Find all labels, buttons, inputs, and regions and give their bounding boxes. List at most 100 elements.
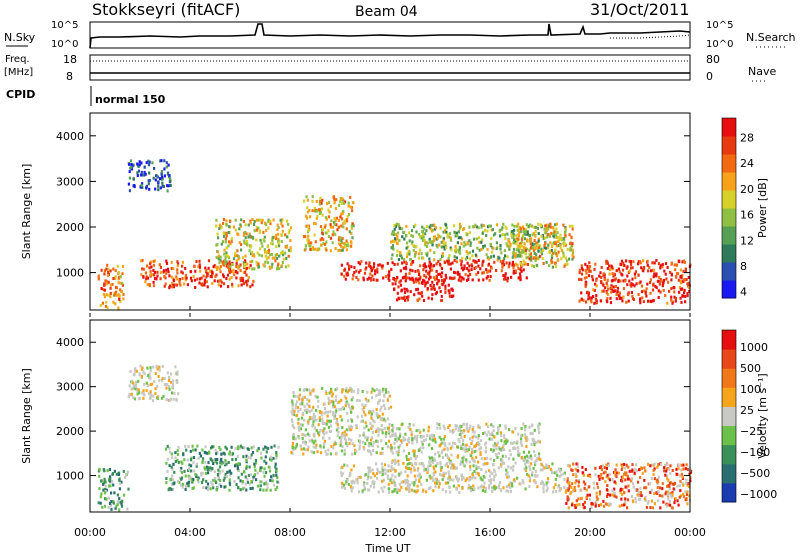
range-gate-cell [270, 265, 273, 269]
range-gate-cell [334, 442, 337, 446]
range-gate-cell [193, 469, 196, 473]
range-gate-cell [418, 480, 421, 484]
range-gate-cell [316, 450, 319, 454]
range-gate-cell [637, 490, 640, 494]
range-gate-cell [265, 223, 268, 227]
range-gate-cell [524, 433, 527, 437]
range-gate-cell [413, 453, 416, 457]
range-gate-cell [287, 222, 290, 226]
range-gate-cell [361, 414, 364, 418]
range-gate-cell [103, 477, 106, 481]
range-gate-cell [413, 480, 416, 484]
range-gate-cell [678, 286, 682, 290]
range-gate-cell [399, 269, 402, 273]
range-gate-cell [460, 237, 463, 241]
range-gate-cell [273, 235, 277, 239]
range-gate-cell [492, 246, 495, 250]
range-gate-cell [664, 272, 667, 276]
range-gate-cell [393, 227, 396, 231]
range-gate-cell [188, 476, 191, 480]
range-gate-cell [498, 481, 502, 485]
range-gate-cell [670, 298, 673, 302]
range-gate-cell [152, 280, 155, 284]
range-gate-cell [382, 478, 385, 482]
range-gate-cell [495, 241, 498, 245]
range-gate-cell [472, 475, 475, 479]
range-gate-cell [416, 489, 419, 493]
range-gate-cell [650, 499, 654, 503]
range-gate-cell [321, 420, 324, 424]
range-gate-cell [404, 275, 407, 279]
range-gate-cell [563, 471, 566, 475]
range-gate-cell [442, 424, 445, 428]
range-gate-cell [522, 459, 525, 462]
range-gate-cell [171, 385, 175, 389]
range-gate-cell [400, 485, 403, 489]
range-gate-cell [686, 282, 689, 286]
range-gate-cell [559, 233, 562, 237]
range-gate-cell [441, 477, 444, 481]
range-gate-cell [677, 272, 680, 276]
range-gate-cell [480, 446, 483, 450]
range-gate-cell [228, 452, 231, 456]
range-gate-cell [655, 272, 658, 276]
range-gate-cell [234, 228, 237, 232]
range-gate-cell [429, 284, 432, 287]
range-gate-cell [222, 263, 225, 267]
range-gate-cell [373, 262, 376, 266]
range-gate-cell [427, 429, 430, 433]
range-gate-cell [409, 428, 412, 431]
range-gate-cell [458, 433, 461, 436]
range-gate-cell [313, 432, 316, 436]
range-gate-cell [192, 477, 195, 481]
range-gate-cell [163, 275, 166, 278]
range-gate-cell [683, 278, 686, 282]
range-gate-cell [599, 299, 602, 303]
range-gate-cell [265, 450, 268, 454]
range-gate-cell [626, 477, 630, 481]
range-gate-cell [413, 483, 416, 487]
range-gate-cell [686, 294, 689, 298]
range-gate-cell [551, 260, 554, 264]
range-gate-cell [257, 447, 260, 451]
range-gate-cell [560, 473, 563, 477]
range-gate-cell [220, 242, 223, 246]
range-gate-cell [259, 466, 262, 470]
range-gate-cell [305, 195, 308, 199]
range-gate-cell [447, 481, 450, 485]
range-gate-cell [321, 386, 324, 390]
range-gate-cell [334, 218, 337, 222]
range-gate-cell [515, 248, 518, 252]
range-gate-cell [413, 451, 416, 455]
range-gate-cell [267, 219, 270, 223]
range-gate-cell [614, 473, 617, 477]
range-gate-cell [345, 272, 348, 276]
range-gate-cell [137, 388, 140, 392]
range-gate-cell [445, 230, 448, 234]
range-gate-cell [172, 267, 175, 271]
range-gate-cell [473, 430, 476, 434]
range-gate-cell [640, 466, 643, 470]
range-gate-cell [514, 240, 517, 244]
range-gate-cell [109, 295, 112, 299]
range-gate-cell [428, 240, 432, 244]
range-gate-cell [681, 481, 684, 485]
range-gate-cell [517, 237, 520, 241]
range-gate-cell [396, 436, 399, 440]
range-gate-cell [501, 261, 504, 265]
range-gate-cell [471, 430, 474, 433]
range-gate-cell [166, 444, 169, 448]
range-gate-cell [393, 240, 396, 244]
range-gate-cell [595, 277, 598, 281]
range-gate-cell [648, 482, 651, 486]
range-gate-cell [477, 434, 480, 438]
range-gate-cell [431, 243, 434, 247]
range-gate-cell [417, 291, 420, 295]
range-gate-cell [505, 468, 508, 472]
range-gate-cell [421, 230, 424, 234]
range-gate-cell [500, 439, 503, 443]
range-gate-cell [512, 457, 515, 461]
range-gate-cell [613, 480, 616, 484]
colorbar-segment [722, 280, 736, 299]
